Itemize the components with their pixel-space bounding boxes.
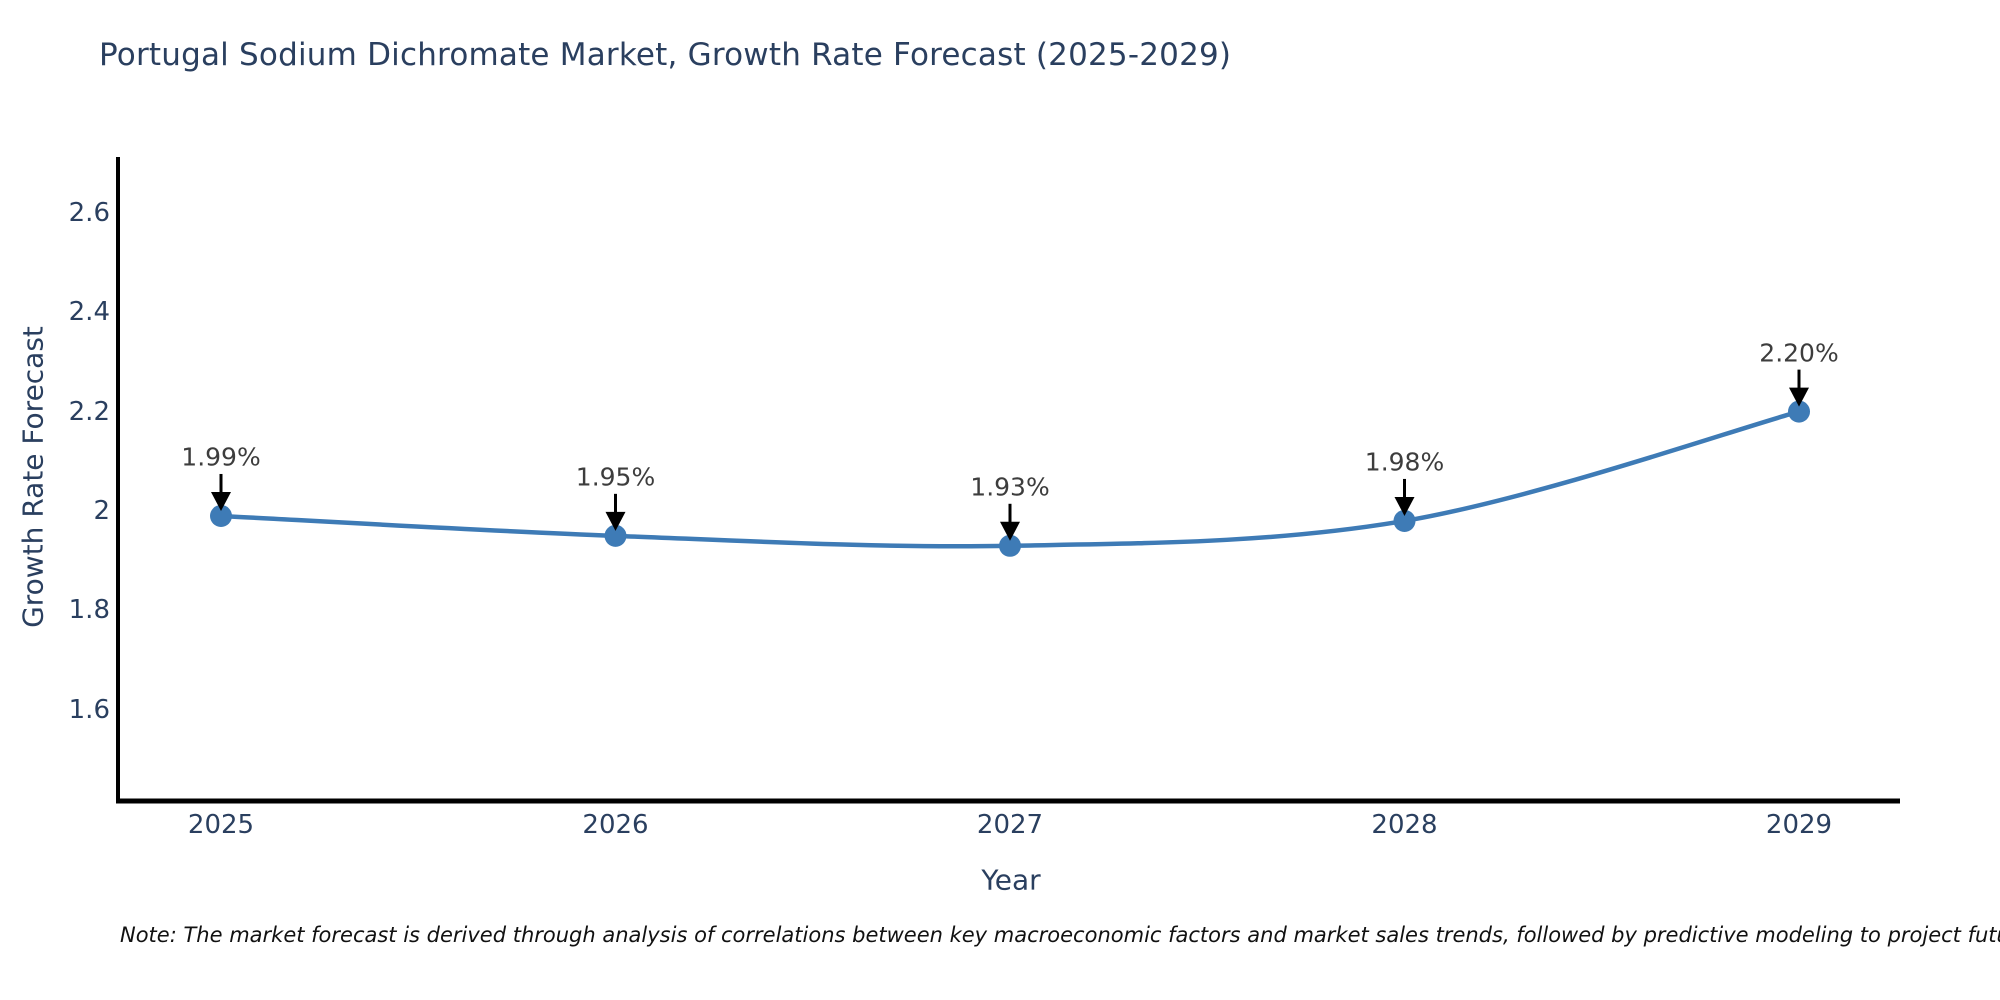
annotation-arrowhead bbox=[1394, 496, 1415, 516]
x-tick-label: 2029 bbox=[1765, 810, 1833, 840]
y-tick-label: 2.4 bbox=[68, 297, 110, 328]
data-point-marker bbox=[1788, 400, 1810, 423]
data-point-marker bbox=[999, 534, 1021, 557]
annotation-arrowhead bbox=[1000, 521, 1020, 541]
data-point-label: 1.99% bbox=[181, 442, 261, 472]
y-tick-label: 2 bbox=[93, 496, 110, 526]
data-point-label: 1.93% bbox=[970, 472, 1050, 502]
x-tick-label: 2028 bbox=[1371, 810, 1438, 840]
y-tick-label: 1.8 bbox=[68, 595, 110, 626]
data-point-marker bbox=[604, 524, 627, 547]
annotation-arrowhead bbox=[605, 511, 626, 531]
x-tick-label: 2026 bbox=[582, 810, 649, 840]
y-axis-title: Growth Rate Forecast bbox=[16, 326, 50, 628]
y-tick-label: 1.6 bbox=[68, 694, 110, 725]
data-point-label: 1.95% bbox=[575, 462, 656, 492]
data-point-label: 2.20% bbox=[1759, 338, 1839, 368]
data-point-marker bbox=[1393, 509, 1416, 532]
footnote: Note: The market forecast is derived thr… bbox=[120, 923, 2000, 947]
x-axis-title: Year bbox=[981, 863, 1041, 897]
y-tick-label: 2.2 bbox=[68, 396, 110, 427]
y-tick-label: 2.6 bbox=[68, 197, 110, 228]
data-point-marker bbox=[210, 504, 232, 527]
x-tick-label: 2027 bbox=[976, 810, 1044, 840]
chart-title: Portugal Sodium Dichromate Market, Growt… bbox=[99, 37, 1232, 73]
annotation-arrowhead bbox=[1789, 387, 1809, 407]
data-point-label: 1.98% bbox=[1364, 447, 1445, 477]
annotation-arrowhead bbox=[211, 491, 231, 511]
x-tick-label: 2025 bbox=[187, 810, 255, 840]
